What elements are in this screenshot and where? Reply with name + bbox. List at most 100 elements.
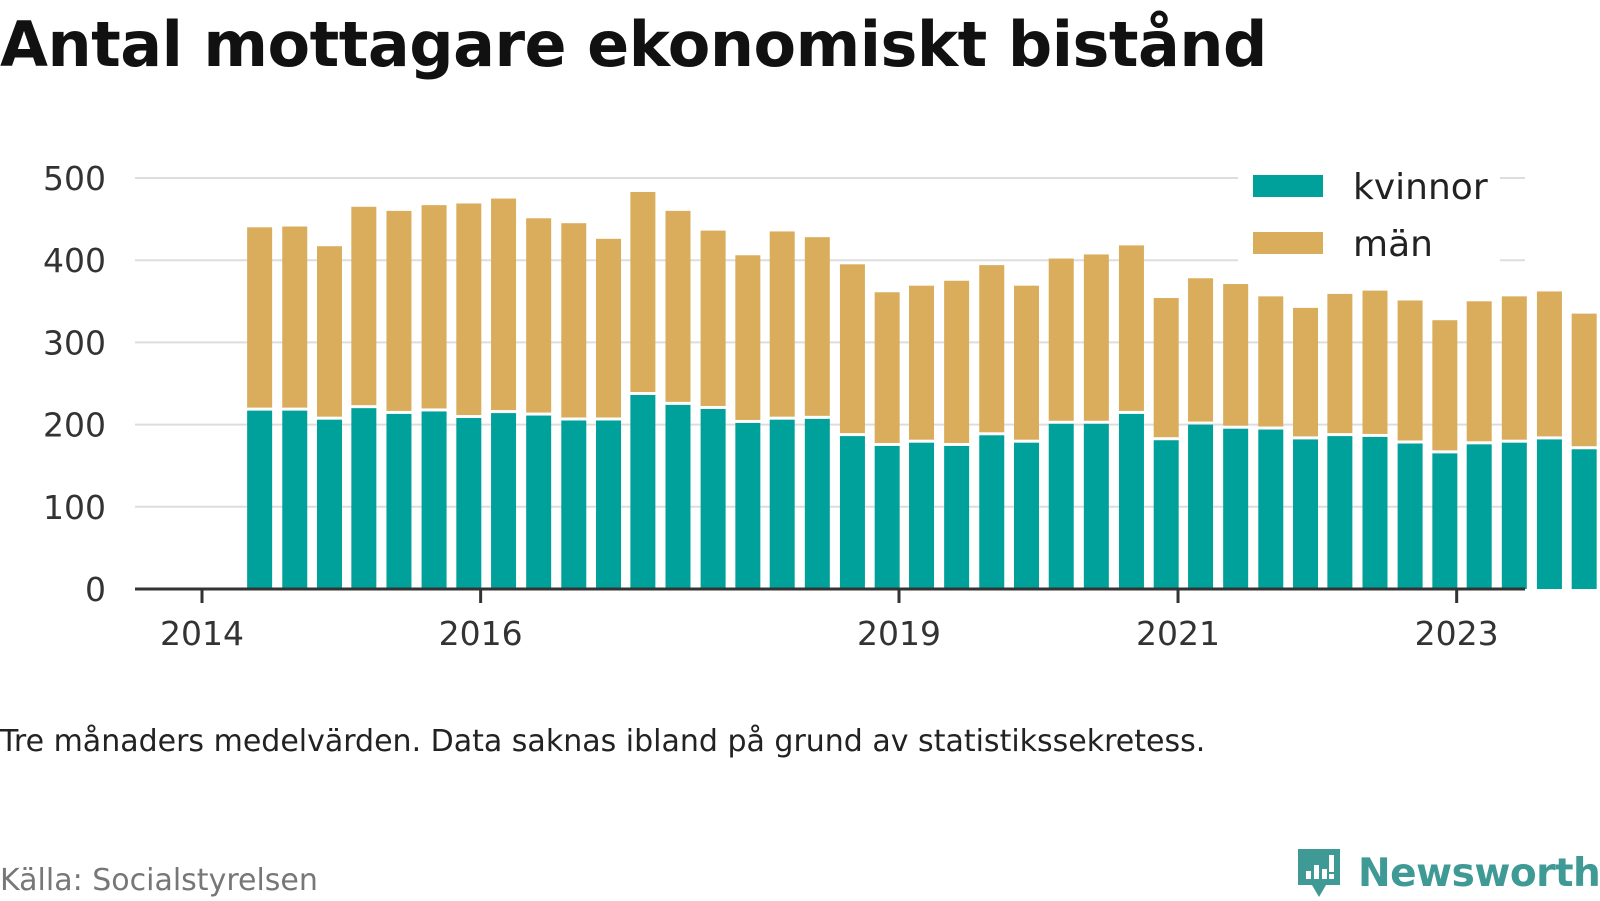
bar-man [1188, 278, 1214, 422]
bar-man [804, 237, 830, 416]
brand-logo[interactable]: Newsworthy [1294, 845, 1600, 901]
bar-kvinnor [1013, 442, 1039, 589]
bar-man [944, 280, 970, 443]
bar-man [526, 218, 552, 413]
bar-kvinnor [665, 404, 691, 589]
x-tick-label: 2021 [1136, 614, 1220, 653]
bar-man [1118, 245, 1144, 411]
bar-kvinnor [769, 419, 795, 589]
bar-kvinnor [421, 411, 447, 589]
bar-kvinnor [804, 418, 830, 589]
y-tick-label: 100 [43, 488, 106, 527]
bar-man [1083, 254, 1109, 421]
bar-man [1362, 290, 1388, 434]
bar-kvinnor [1362, 436, 1388, 589]
source-credit: Källa: Socialstyrelsen [0, 863, 318, 898]
bars [247, 191, 1597, 589]
bar-man [456, 203, 482, 416]
bar-kvinnor [491, 413, 517, 589]
bar-kvinnor [1258, 429, 1284, 589]
bar-kvinnor [909, 442, 935, 589]
bar-man [839, 264, 865, 434]
bar-kvinnor [874, 445, 900, 589]
bar-man [1048, 258, 1074, 421]
bar-man [769, 231, 795, 417]
bar-man [421, 205, 447, 409]
bar-kvinnor [316, 419, 342, 589]
bar-man [316, 246, 342, 417]
bar-man [247, 227, 273, 408]
bar-man [1466, 301, 1492, 442]
x-tick-label: 2014 [160, 614, 244, 653]
bar-man [1501, 296, 1527, 440]
bar-kvinnor [1223, 428, 1249, 589]
y-tick-label: 500 [43, 159, 106, 198]
bar-man [1223, 284, 1249, 426]
bar-kvinnor [630, 395, 656, 589]
chart-note: Tre månaders medelvärden. Data saknas ib… [0, 724, 1206, 759]
bar-kvinnor [700, 408, 726, 589]
bar-man [1013, 285, 1039, 440]
bar-man [909, 285, 935, 440]
chart-title: Antal mottagare ekonomiskt bistånd [0, 8, 1267, 81]
legend-label: kvinnor [1353, 167, 1488, 208]
bar-man [282, 226, 308, 408]
bar-kvinnor [247, 410, 273, 589]
y-axis-ticks: 0 100 200 300 400 500 [43, 159, 106, 609]
bar-kvinnor [1188, 424, 1214, 589]
bar-man [491, 198, 517, 411]
bar-kvinnor [1327, 436, 1353, 589]
bar-man [351, 206, 377, 406]
bar-kvinnor [1083, 423, 1109, 589]
bar-man [1327, 293, 1353, 434]
bar-man [1571, 313, 1597, 447]
newsworthy-logo-icon [1298, 849, 1340, 897]
bar-man [1536, 291, 1562, 437]
bar-kvinnor [1118, 413, 1144, 589]
y-tick-label: 0 [85, 570, 106, 609]
bar-kvinnor [1048, 423, 1074, 589]
bar-kvinnor [1536, 439, 1562, 589]
x-tick-label: 2023 [1415, 614, 1499, 653]
bar-man [1153, 298, 1179, 438]
y-tick-label: 300 [43, 323, 106, 362]
bar-kvinnor [386, 413, 412, 589]
bar-kvinnor [561, 420, 587, 589]
bar-man [979, 265, 1005, 433]
legend-swatch [1253, 232, 1323, 254]
bar-man [874, 292, 900, 443]
bar-man [1432, 320, 1458, 451]
x-axis-ticks: 2014 2016 2019 2021 2023 [160, 589, 1499, 653]
y-tick-label: 200 [43, 406, 106, 445]
bar-man [386, 210, 412, 411]
bar-kvinnor [1293, 439, 1319, 589]
bar-man [561, 223, 587, 418]
bar-man [1293, 307, 1319, 437]
x-tick-label: 2016 [439, 614, 523, 653]
bar-kvinnor [1571, 449, 1597, 589]
bar-kvinnor [1153, 440, 1179, 589]
bar-kvinnor [944, 445, 970, 589]
stacked-bar-chart: 0 100 200 300 400 500 2014 2016 2019 2021 2023 kv… [43, 159, 1597, 653]
bar-kvinnor [1501, 442, 1527, 589]
bar-man [1258, 296, 1284, 427]
bar-man [630, 191, 656, 393]
bar-kvinnor [351, 408, 377, 589]
bar-man [596, 238, 622, 418]
bar-man [1397, 300, 1423, 441]
bar-kvinnor [1466, 444, 1492, 589]
bar-man [700, 230, 726, 406]
legend-swatch [1253, 175, 1323, 197]
bar-kvinnor [839, 436, 865, 589]
bar-kvinnor [1432, 453, 1458, 589]
y-tick-label: 400 [43, 241, 106, 280]
bar-man [735, 255, 761, 420]
brand-name: Newsworthy [1358, 850, 1600, 896]
bar-kvinnor [282, 410, 308, 589]
legend-label: män [1353, 224, 1433, 265]
bar-kvinnor [526, 415, 552, 589]
bar-kvinnor [456, 418, 482, 589]
bar-kvinnor [596, 420, 622, 589]
bar-man [665, 210, 691, 402]
bar-kvinnor [735, 422, 761, 589]
